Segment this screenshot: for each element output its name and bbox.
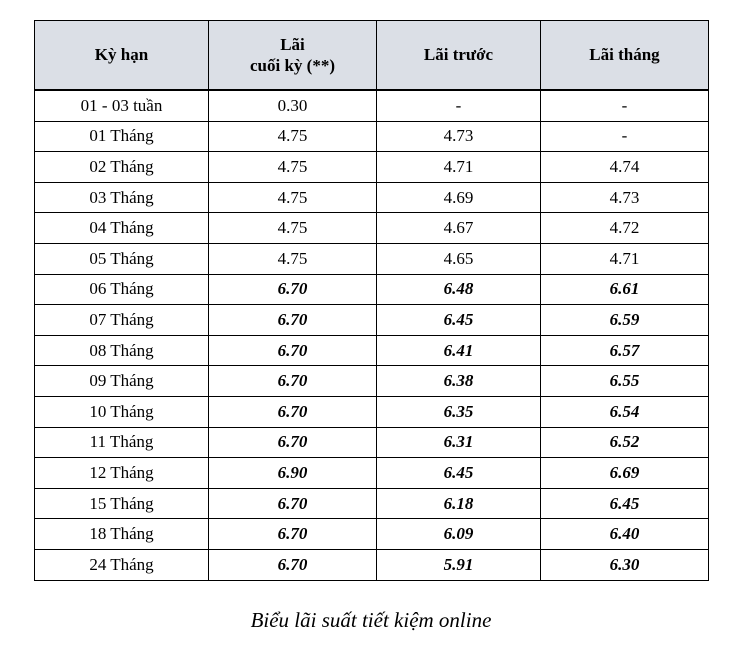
rate-cell-monthly: 6.54 [540, 395, 709, 428]
rate-cell-upfront: 4.71 [376, 151, 541, 183]
column-header-term: Kỳ hạn [34, 20, 209, 91]
table-row: 12 Tháng 6.90 6.45 6.69 [34, 457, 709, 489]
term-cell: 09 Tháng [34, 365, 209, 397]
table-row: 10 Tháng 6.70 6.35 6.54 [34, 395, 709, 428]
rate-cell-monthly: 6.61 [540, 273, 709, 306]
term-cell: 24 Tháng [34, 548, 209, 581]
table-row: 06 Tháng 6.70 6.48 6.61 [34, 273, 709, 306]
rate-cell-monthly: 4.72 [540, 212, 709, 244]
table-row: 05 Tháng 4.75 4.65 4.71 [34, 242, 709, 275]
rate-cell-monthly: 6.40 [540, 518, 709, 550]
rate-cell-monthly: 6.57 [540, 334, 709, 367]
rate-cell-upfront: 6.35 [376, 395, 541, 428]
rate-cell-end-of-term: 6.70 [208, 365, 377, 397]
rate-cell-end-of-term: 6.70 [208, 548, 377, 581]
rate-cell-upfront: 6.45 [376, 457, 541, 489]
table-body: 01 - 03 tuần 0.30- -01 Tháng 4.75 4.73-02 Th… [34, 89, 709, 581]
rate-cell-upfront: 5.91 [376, 548, 541, 581]
rate-cell-upfront: 4.67 [376, 212, 541, 244]
rate-cell-end-of-term: 6.70 [208, 334, 377, 367]
rate-cell-monthly: 6.45 [540, 487, 709, 520]
table-row: 09 Tháng 6.70 6.38 6.55 [34, 365, 709, 397]
rate-cell-upfront: 6.38 [376, 365, 541, 397]
term-cell: 11 Tháng [34, 426, 209, 459]
term-cell: 03 Tháng [34, 181, 209, 214]
rate-cell-upfront: 4.65 [376, 242, 541, 275]
rate-cell-end-of-term: 6.70 [208, 518, 377, 550]
rate-table-container: Kỳ hạn Lãi cuối kỳ (**) Lãi trước Lãi th… [34, 20, 709, 581]
table-row: 02 Tháng 4.75 4.71 4.74 [34, 151, 709, 183]
rate-cell-end-of-term: 6.70 [208, 487, 377, 520]
rate-cell-upfront: 6.31 [376, 426, 541, 459]
rate-cell-end-of-term: 6.70 [208, 304, 377, 336]
rate-cell-end-of-term: 0.30 [208, 89, 377, 122]
rate-cell-end-of-term: 4.75 [208, 120, 377, 153]
rate-cell-upfront: 6.45 [376, 304, 541, 336]
table-row: 01 Tháng 4.75 4.73- [34, 120, 709, 153]
rate-cell-end-of-term: 6.70 [208, 273, 377, 306]
table-row: 01 - 03 tuần 0.30- - [34, 89, 709, 122]
rate-cell-upfront: 6.09 [376, 518, 541, 550]
term-cell: 02 Tháng [34, 151, 209, 183]
rate-cell-monthly: - [540, 120, 709, 153]
rate-cell-upfront: 4.69 [376, 181, 541, 214]
rate-cell-upfront: 6.41 [376, 334, 541, 367]
rate-cell-monthly: 4.71 [540, 242, 709, 275]
rate-cell-upfront: - [376, 89, 541, 122]
table-row: 08 Tháng 6.70 6.41 6.57 [34, 334, 709, 367]
term-cell: 05 Tháng [34, 242, 209, 275]
rate-cell-monthly: 4.73 [540, 181, 709, 214]
rate-cell-end-of-term: 4.75 [208, 212, 377, 244]
term-cell: 01 - 03 tuần [34, 89, 209, 122]
header-row: Kỳ hạn Lãi cuối kỳ (**) Lãi trước Lãi th… [34, 20, 709, 91]
rate-cell-monthly: 6.69 [540, 457, 709, 489]
rate-cell-end-of-term: 4.75 [208, 181, 377, 214]
term-cell: 06 Tháng [34, 273, 209, 306]
rate-cell-end-of-term: 6.90 [208, 457, 377, 489]
rate-cell-monthly: 6.52 [540, 426, 709, 459]
table-caption: Biểu lãi suất tiết kiệm online [250, 608, 492, 632]
term-cell: 18 Tháng [34, 518, 209, 550]
rate-cell-monthly: 6.30 [540, 548, 709, 581]
table-row: 11 Tháng 6.70 6.31 6.52 [34, 426, 709, 459]
table-row: 24 Tháng 6.70 5.91 6.30 [34, 548, 709, 581]
table-row: 03 Tháng 4.75 4.69 4.73 [34, 181, 709, 214]
rate-cell-end-of-term: 4.75 [208, 242, 377, 275]
term-cell: 07 Tháng [34, 304, 209, 336]
table-row: 15 Tháng 6.70 6.18 6.45 [34, 487, 709, 520]
column-header-end-of-term: Lãi cuối kỳ (**) [208, 20, 377, 91]
rate-cell-monthly: 6.55 [540, 365, 709, 397]
term-cell: 04 Tháng [34, 212, 209, 244]
savings-rate-table: Kỳ hạn Lãi cuối kỳ (**) Lãi trước Lãi th… [34, 20, 709, 581]
rate-cell-end-of-term: 6.70 [208, 426, 377, 459]
table-header: Kỳ hạn Lãi cuối kỳ (**) Lãi trước Lãi th… [34, 20, 709, 91]
term-cell: 08 Tháng [34, 334, 209, 367]
term-cell: 15 Tháng [34, 487, 209, 520]
table-row: 07 Tháng 6.70 6.45 6.59 [34, 304, 709, 336]
column-header-upfront: Lãi trước [376, 20, 541, 91]
rate-cell-end-of-term: 4.75 [208, 151, 377, 183]
column-header-monthly: Lãi tháng [540, 20, 709, 91]
rate-cell-monthly: - [540, 89, 709, 122]
rate-cell-upfront: 6.48 [376, 273, 541, 306]
term-cell: 01 Tháng [34, 120, 209, 153]
term-cell: 12 Tháng [34, 457, 209, 489]
table-row: 18 Tháng 6.70 6.09 6.40 [34, 518, 709, 550]
rate-cell-monthly: 4.74 [540, 151, 709, 183]
rate-cell-monthly: 6.59 [540, 304, 709, 336]
rate-cell-end-of-term: 6.70 [208, 395, 377, 428]
table-row: 04 Tháng 4.75 4.67 4.72 [34, 212, 709, 244]
rate-cell-upfront: 4.73 [376, 120, 541, 153]
rate-cell-upfront: 6.18 [376, 487, 541, 520]
term-cell: 10 Tháng [34, 395, 209, 428]
